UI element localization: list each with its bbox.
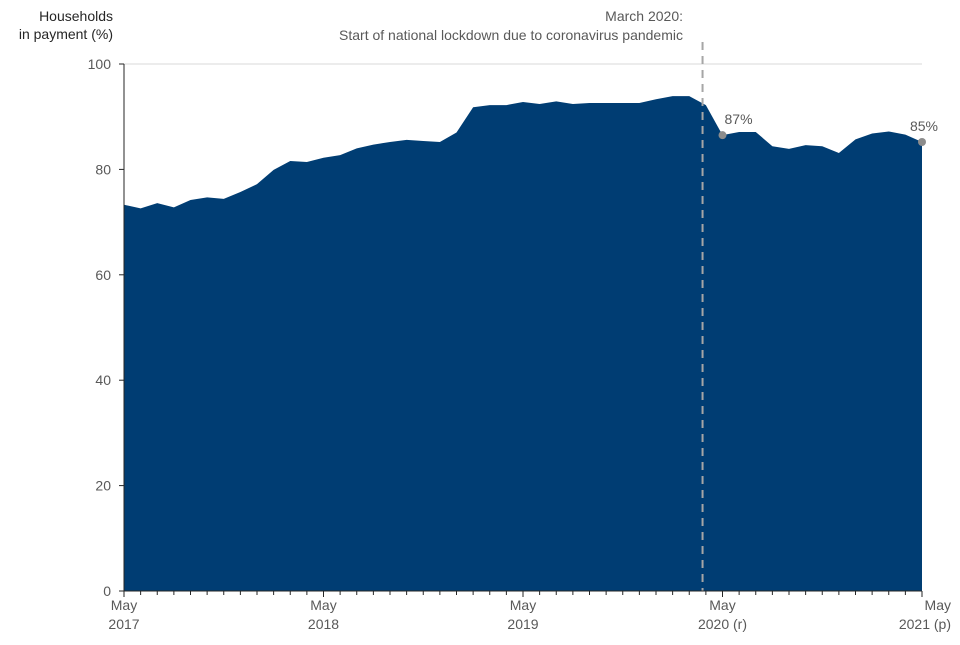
data-point-label-0: 87% [725,111,753,127]
y-axis-label-line2: in payment (%) [19,26,113,42]
lockdown-annotation-line2: Start of national lockdown due to corona… [339,27,683,43]
x-tick-label-year-4: 2021 (p) [899,616,951,632]
series-area-group [124,96,922,592]
y-axis-label-line1: Households [39,8,113,24]
x-tick-label-year-2: 2019 [507,616,538,632]
x-tick-label-year-3: 2020 (r) [698,616,747,632]
data-point-marker-0 [718,131,727,140]
x-tick-label-month-4: May [925,597,951,613]
x-tick-label-month-1: May [310,597,336,613]
y-tick-label-20: 20 [95,478,111,494]
data-point-label-1: 85% [910,118,938,134]
series-area [124,96,922,592]
lockdown-annotation-line1: March 2020: [605,8,683,24]
data-point-marker-1 [918,137,926,146]
y-tick-label-0: 0 [103,583,111,599]
y-tick-label-60: 60 [95,267,111,283]
x-tick-label-year-0: 2017 [108,616,139,632]
y-tick-label-40: 40 [95,372,111,388]
y-tick-label-80: 80 [95,161,111,177]
y-tick-label-100: 100 [88,56,112,72]
x-tick-label-month-2: May [510,597,536,613]
x-tick-label-year-1: 2018 [308,616,339,632]
data-labels-group: 87% 85% [718,111,938,146]
x-tick-label-month-3: May [709,597,735,613]
x-tick-label-month-0: May [111,597,137,613]
axes-group: 0 20 40 60 80 100 May 2017 May 2018 May 2019 May 2020… [88,56,951,632]
